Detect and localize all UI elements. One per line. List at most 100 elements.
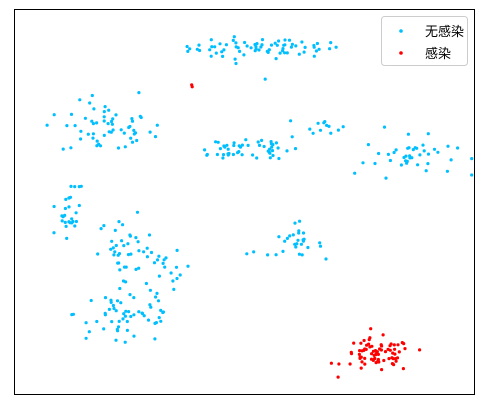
point-no-infection-92 bbox=[95, 121, 99, 125]
point-no-infection-331 bbox=[116, 325, 121, 329]
point-no-infection-244 bbox=[52, 204, 56, 209]
point-no-infection-345 bbox=[140, 311, 145, 316]
point-infection-30 bbox=[368, 336, 372, 340]
point-no-infection-187 bbox=[426, 152, 431, 156]
point-no-infection-365 bbox=[103, 296, 108, 300]
point-no-infection-132 bbox=[221, 156, 225, 160]
point-no-infection-89 bbox=[103, 105, 107, 109]
point-no-infection-285 bbox=[118, 286, 122, 291]
point-no-infection-351 bbox=[112, 306, 116, 311]
point-no-infection-131 bbox=[237, 150, 241, 154]
point-no-infection-385 bbox=[185, 44, 189, 49]
point-infection-56 bbox=[371, 358, 375, 362]
point-no-infection-135 bbox=[227, 151, 231, 156]
point-no-infection-196 bbox=[470, 173, 474, 177]
point-no-infection-242 bbox=[73, 224, 77, 228]
point-no-infection-390 bbox=[382, 125, 387, 129]
point-infection-59 bbox=[336, 375, 340, 379]
point-no-infection-27 bbox=[269, 43, 274, 47]
point-no-infection-72 bbox=[90, 93, 94, 98]
point-no-infection-170 bbox=[271, 153, 275, 158]
point-infection-9 bbox=[403, 347, 407, 351]
point-no-infection-81 bbox=[102, 119, 106, 123]
point-no-infection-291 bbox=[137, 266, 141, 270]
point-no-infection-211 bbox=[432, 147, 437, 151]
point-no-infection-392 bbox=[73, 185, 77, 189]
point-no-infection-16 bbox=[234, 45, 238, 49]
point-infection-13 bbox=[387, 357, 391, 361]
point-no-infection-240 bbox=[60, 219, 64, 223]
point-no-infection-302 bbox=[134, 267, 138, 271]
point-no-infection-33 bbox=[259, 45, 263, 49]
point-no-infection-164 bbox=[276, 146, 280, 150]
point-no-infection-304 bbox=[164, 256, 168, 260]
point-no-infection-156 bbox=[257, 143, 262, 147]
point-no-infection-381 bbox=[124, 309, 128, 313]
point-no-infection-374 bbox=[107, 307, 111, 311]
point-no-infection-13 bbox=[242, 53, 246, 57]
point-no-infection-333 bbox=[157, 316, 161, 320]
point-no-infection-208 bbox=[386, 152, 390, 156]
point-no-infection-116 bbox=[86, 132, 90, 136]
point-no-infection-163 bbox=[255, 156, 259, 160]
point-no-infection-147 bbox=[205, 153, 209, 157]
point-no-infection-221 bbox=[445, 169, 449, 173]
point-infection-36 bbox=[363, 356, 367, 360]
point-no-infection-98 bbox=[78, 98, 82, 102]
point-no-infection-189 bbox=[384, 176, 388, 180]
point-no-infection-54 bbox=[302, 50, 306, 54]
point-no-infection-249 bbox=[77, 203, 81, 208]
point-no-infection-52 bbox=[281, 47, 285, 51]
point-no-infection-34 bbox=[220, 50, 224, 54]
point-no-infection-39 bbox=[283, 51, 287, 55]
point-no-infection-334 bbox=[154, 295, 158, 299]
point-no-infection-162 bbox=[270, 149, 275, 153]
point-no-infection-275 bbox=[136, 240, 140, 244]
point-no-infection-324 bbox=[285, 236, 289, 240]
point-no-infection-138 bbox=[232, 143, 236, 148]
point-no-infection-246 bbox=[63, 220, 67, 224]
point-no-infection-368 bbox=[117, 319, 121, 323]
point-infection-76 bbox=[190, 85, 194, 89]
point-no-infection-379 bbox=[153, 337, 157, 341]
point-infection-47 bbox=[393, 347, 397, 351]
point-no-infection-65 bbox=[300, 40, 304, 44]
point-no-infection-56 bbox=[314, 49, 318, 53]
point-no-infection-71 bbox=[130, 140, 135, 144]
point-no-infection-180 bbox=[316, 121, 320, 125]
point-no-infection-366 bbox=[159, 308, 163, 312]
point-no-infection-115 bbox=[69, 146, 73, 150]
point-no-infection-171 bbox=[293, 147, 298, 151]
point-infection-50 bbox=[363, 362, 367, 366]
point-no-infection-319 bbox=[274, 253, 278, 257]
point-no-infection-160 bbox=[246, 143, 250, 147]
point-no-infection-181 bbox=[308, 127, 312, 131]
point-no-infection-382 bbox=[142, 314, 146, 318]
point-no-infection-123 bbox=[73, 124, 77, 128]
point-no-infection-328 bbox=[288, 234, 292, 238]
point-no-infection-159 bbox=[240, 153, 244, 157]
point-no-infection-143 bbox=[218, 147, 222, 151]
point-no-infection-204 bbox=[366, 143, 370, 147]
point-no-infection-325 bbox=[296, 238, 300, 242]
point-no-infection-206 bbox=[404, 154, 408, 158]
point-infection-63 bbox=[379, 343, 383, 347]
point-no-infection-214 bbox=[416, 163, 420, 167]
point-no-infection-186 bbox=[336, 128, 340, 132]
point-no-infection-395 bbox=[252, 250, 256, 254]
point-no-infection-387 bbox=[137, 91, 141, 95]
point-no-infection-17 bbox=[224, 43, 228, 47]
point-infection-19 bbox=[352, 341, 356, 345]
point-no-infection-378 bbox=[155, 291, 159, 295]
point-no-infection-336 bbox=[156, 299, 161, 303]
point-no-infection-361 bbox=[111, 303, 115, 308]
point-no-infection-48 bbox=[312, 54, 316, 58]
point-no-infection-250 bbox=[70, 221, 74, 225]
point-no-infection-190 bbox=[422, 149, 426, 153]
point-no-infection-165 bbox=[270, 145, 274, 149]
point-no-infection-78 bbox=[92, 107, 96, 111]
point-no-infection-358 bbox=[137, 310, 141, 314]
point-no-infection-355 bbox=[127, 310, 131, 314]
point-infection-72 bbox=[376, 359, 380, 363]
point-no-infection-40 bbox=[283, 38, 287, 42]
